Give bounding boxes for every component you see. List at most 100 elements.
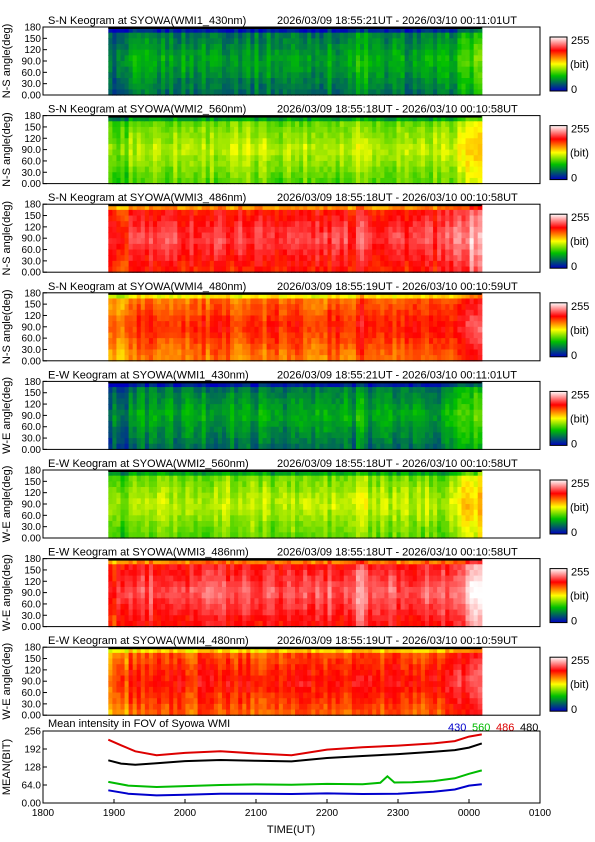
keogram-cell [331, 326, 337, 334]
angle-tick-label: 30.0 [22, 345, 42, 356]
colorbar-max-label: 255 [571, 35, 589, 47]
keogram-cell [473, 343, 479, 351]
keogram-cell [152, 55, 158, 62]
keogram-cell [242, 260, 247, 268]
keogram-cell [364, 260, 369, 268]
keogram-cell [286, 115, 292, 122]
keogram-cell [327, 204, 333, 211]
keogram-cell [424, 61, 430, 68]
keogram-cell [311, 160, 316, 168]
keogram-cell [461, 115, 467, 122]
keogram-cell [433, 232, 438, 239]
keogram-cell [120, 32, 126, 39]
keogram-cell [445, 27, 450, 34]
keogram-cell [246, 266, 251, 273]
keogram-cell [465, 221, 471, 228]
keogram-cell [238, 421, 243, 428]
keogram-cell [351, 266, 357, 273]
keogram-cell [177, 298, 182, 305]
keogram-cell [343, 232, 349, 239]
keogram-cell [384, 55, 390, 62]
keogram-cell [449, 349, 454, 356]
keogram-cell [197, 61, 203, 68]
keogram-cell [173, 321, 178, 328]
keogram-cell [372, 155, 377, 162]
keogram-cell [331, 226, 337, 234]
keogram-cell [148, 355, 154, 362]
keogram-cell [201, 226, 207, 234]
keogram-cell [201, 387, 207, 394]
keogram-cell [412, 298, 418, 305]
keogram-cell [420, 204, 426, 211]
keogram-cell [433, 298, 438, 305]
keogram-cell [360, 49, 365, 56]
keogram-cell [238, 432, 243, 439]
keogram-cell [315, 304, 321, 311]
keogram-cell [355, 66, 361, 73]
keogram-cell [355, 266, 361, 273]
keogram-cell [140, 115, 146, 122]
keogram-cell [201, 304, 207, 311]
keogram-cell [108, 232, 113, 239]
keogram-cell [416, 44, 422, 51]
keogram-cell [331, 55, 337, 62]
keogram-cell [201, 155, 207, 162]
keogram-cell [380, 260, 385, 268]
keogram-cell [144, 315, 150, 322]
keogram-cell [343, 332, 349, 339]
keogram-cell [477, 155, 483, 162]
keogram-cell [424, 166, 430, 173]
keogram-cell [453, 209, 459, 217]
keogram-cell [311, 221, 316, 228]
keogram-cell [433, 343, 438, 351]
keogram-cell [392, 78, 398, 85]
keogram-cell [209, 343, 215, 351]
keogram-cell [120, 138, 126, 145]
keogram-cell [303, 338, 308, 345]
keogram-cell [343, 126, 349, 134]
keogram-cell [217, 177, 223, 185]
keogram-cell [319, 27, 325, 34]
keogram-cell [270, 204, 276, 211]
keogram-cell [355, 226, 361, 234]
keogram-cell [266, 61, 272, 68]
keogram-cell [140, 387, 146, 394]
keogram-cell [230, 232, 235, 239]
keogram-cell [473, 172, 479, 179]
keogram-cell [112, 298, 118, 305]
keogram-cell [368, 338, 373, 345]
keogram-cell [416, 49, 422, 56]
keogram-cell [437, 172, 442, 179]
keogram-cell [189, 309, 195, 317]
keogram-cell [242, 132, 247, 139]
keogram-cell [152, 89, 158, 96]
keogram-cell [404, 260, 410, 268]
keogram-cell [234, 404, 239, 411]
keogram-cell [433, 209, 438, 217]
keogram-cell [120, 61, 126, 68]
keogram-cell [477, 338, 483, 345]
keogram-cell [303, 249, 308, 256]
keogram-cell [128, 398, 134, 405]
keogram-cell [408, 215, 414, 222]
keogram-cell [404, 55, 410, 62]
keogram-cell [299, 260, 304, 268]
keogram-cell [457, 121, 463, 128]
keogram-cell [197, 38, 203, 45]
keogram-cell [165, 292, 170, 300]
keogram-cell [124, 421, 130, 428]
keogram-cell [201, 326, 207, 334]
keogram-cell [433, 27, 438, 34]
keogram-cell [449, 326, 454, 334]
keogram-cell [295, 83, 300, 90]
keogram-cell [181, 209, 187, 217]
keogram-cell [177, 326, 182, 334]
keogram-cell [327, 266, 333, 273]
keogram-cell [412, 55, 418, 62]
keogram-cell [311, 38, 316, 45]
keogram-cell [177, 149, 182, 156]
keogram-cell [380, 177, 385, 185]
keogram-cell [161, 438, 166, 445]
keogram-cell [226, 426, 231, 433]
keogram-cell [311, 326, 316, 334]
